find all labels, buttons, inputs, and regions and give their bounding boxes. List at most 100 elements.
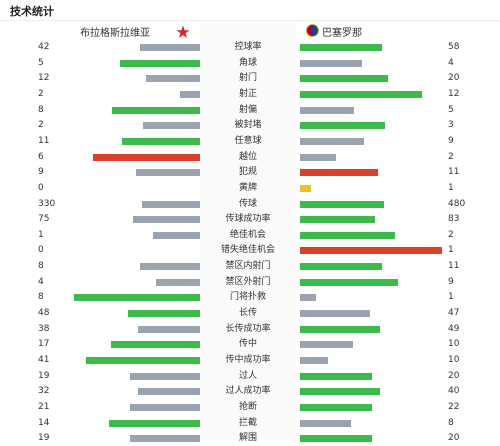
stat-row: 48 长传 47	[0, 306, 500, 321]
stat-label: 抢断	[238, 401, 257, 412]
label-column	[200, 22, 296, 440]
home-value: 0	[38, 182, 44, 193]
home-value: 6	[38, 151, 44, 162]
stat-label: 被封堵	[234, 120, 262, 131]
home-bar	[130, 403, 200, 411]
home-value: 0	[38, 245, 44, 256]
stat-row: 41 传中成功率 10	[0, 353, 500, 368]
away-bar	[300, 231, 395, 239]
home-bar	[136, 169, 200, 177]
home-bar	[140, 263, 200, 271]
home-value: 48	[38, 308, 50, 319]
home-bar	[120, 59, 200, 67]
home-value: 9	[38, 167, 44, 178]
home-bar	[93, 153, 200, 161]
away-bar	[300, 278, 398, 286]
away-value: 40	[448, 386, 460, 397]
away-value: 22	[448, 401, 460, 412]
stat-row: 9 犯规 11	[0, 165, 500, 180]
away-team-name: 巴塞罗那	[322, 28, 362, 39]
home-value: 8	[38, 261, 44, 272]
away-bar	[300, 372, 372, 380]
stat-label: 绝佳机会	[229, 229, 266, 240]
away-bar	[300, 247, 442, 255]
away-value: 58	[448, 42, 460, 52]
away-value: 47	[448, 308, 460, 319]
away-value: 3	[448, 120, 454, 131]
stat-row: 0 错失绝佳机会 1	[0, 243, 500, 258]
stat-row: 32 过人成功率 40	[0, 384, 500, 399]
away-bar	[300, 388, 380, 396]
stat-row: 2 被封堵 3	[0, 118, 500, 133]
home-bar	[74, 294, 200, 302]
stat-row: 8 射偏 5	[0, 103, 500, 118]
home-value: 17	[38, 339, 50, 350]
away-bar	[300, 44, 382, 51]
home-value: 12	[38, 73, 50, 84]
stat-label: 犯规	[238, 167, 257, 178]
stat-label: 长传	[238, 308, 257, 319]
stat-row: 19 过人 20	[0, 369, 500, 384]
home-value: 19	[38, 433, 50, 444]
stat-label: 传球	[238, 198, 257, 209]
away-bar	[300, 200, 384, 208]
home-team-name: 布拉格斯拉维亚	[80, 28, 150, 39]
home-value: 8	[38, 104, 44, 115]
stat-row: 0 黄牌 1	[0, 181, 500, 196]
away-value: 10	[448, 355, 460, 365]
away-value: 480	[448, 198, 466, 209]
stat-label: 拦截	[238, 417, 257, 428]
away-bar	[300, 184, 311, 192]
home-bar	[153, 231, 200, 239]
home-value: 2	[38, 88, 44, 99]
away-value: 20	[448, 433, 460, 444]
title-divider	[0, 20, 500, 21]
stat-row: 8 禁区内射门 11	[0, 259, 500, 274]
stat-row: 19 解围 20	[0, 431, 500, 446]
home-bar	[109, 419, 200, 427]
home-value: 42	[38, 42, 50, 52]
page-title: 技术统计	[10, 5, 54, 18]
stat-label: 任意球	[234, 135, 262, 146]
away-bar	[300, 137, 364, 145]
away-value: 11	[448, 261, 460, 272]
away-bar	[300, 169, 378, 177]
home-bar	[156, 278, 200, 286]
away-bar	[300, 75, 388, 83]
stat-label: 射门	[238, 73, 257, 84]
away-bar	[300, 263, 382, 271]
home-bar	[111, 341, 200, 349]
away-bar	[300, 90, 422, 98]
stat-label: 黄牌	[238, 182, 257, 193]
home-bar	[146, 75, 200, 83]
stat-row: 14 拦截 8	[0, 416, 500, 431]
away-value: 2	[448, 151, 454, 162]
stat-label: 禁区内射门	[225, 261, 271, 272]
away-bar	[300, 341, 353, 349]
stat-label: 门将扑救	[229, 292, 266, 303]
away-value: 11	[448, 167, 460, 178]
away-value: 83	[448, 214, 460, 225]
stat-label: 射正	[238, 88, 257, 99]
stat-row: 1 绝佳机会 2	[0, 228, 500, 243]
stat-label: 解围	[238, 433, 257, 444]
stat-row: 330 传球 480	[0, 197, 500, 212]
stat-label: 错失绝佳机会	[220, 245, 275, 256]
home-value: 330	[38, 198, 56, 209]
away-bar	[300, 294, 316, 302]
away-value: 1	[448, 245, 454, 256]
slavia-star-icon	[176, 24, 190, 43]
away-value: 2	[448, 229, 454, 240]
stat-row: 21 抢断 22	[0, 400, 500, 415]
away-value: 1	[448, 292, 454, 303]
home-bar	[133, 216, 200, 224]
stat-row: 4 禁区外射门 9	[0, 275, 500, 290]
away-value: 5	[448, 104, 454, 115]
stat-label: 传中	[238, 339, 257, 350]
stat-row: 38 长传成功率 49	[0, 322, 500, 337]
home-bar	[86, 357, 200, 364]
away-value: 9	[448, 135, 454, 146]
away-value: 10	[448, 339, 460, 350]
away-value: 8	[448, 417, 454, 428]
away-value: 9	[448, 276, 454, 287]
